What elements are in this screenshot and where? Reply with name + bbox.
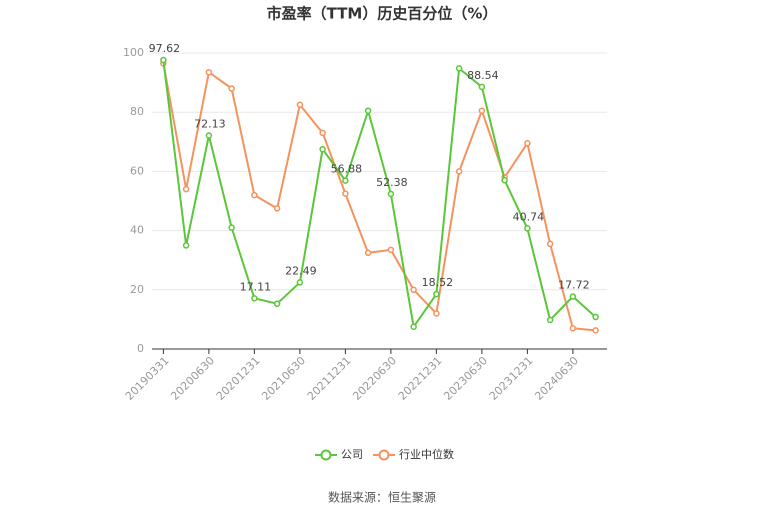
legend-label: 公司 (341, 448, 363, 461)
x-tick-label: 20240630 (532, 354, 581, 403)
data-label: 17.72 (558, 279, 590, 292)
data-label: 88.54 (467, 69, 499, 82)
point (546, 316, 554, 324)
data-label: 97.62 (149, 42, 181, 55)
point (228, 224, 235, 231)
point (205, 132, 213, 139)
point (182, 242, 190, 249)
chart-title: 市盈率（TTM）历史百分位（%） (267, 5, 498, 23)
point (524, 140, 531, 147)
point (273, 300, 281, 307)
x-tick-label: 20200630 (168, 354, 217, 403)
point (342, 190, 349, 197)
x-tick-label: 20190331 (123, 354, 172, 403)
x-tick-label: 20210630 (259, 354, 308, 403)
point (410, 286, 417, 294)
data-label: 40.74 (513, 210, 545, 223)
x-tick-label: 20201231 (214, 354, 263, 403)
data-label: 18.52 (422, 276, 454, 289)
point (251, 191, 258, 199)
x-tick-label: 20231231 (487, 354, 536, 403)
point (296, 279, 304, 286)
point (319, 129, 326, 137)
point (387, 246, 395, 254)
point (455, 168, 463, 175)
y-tick-label: 40 (130, 224, 144, 237)
point (478, 83, 486, 91)
point (205, 68, 213, 76)
x-tick-label: 20221231 (396, 354, 445, 403)
point (433, 290, 440, 298)
x-tick-label: 20230630 (441, 354, 490, 403)
point (569, 325, 577, 332)
legend-marker (378, 449, 390, 461)
series-line (162, 63, 596, 332)
point (546, 240, 554, 248)
point (160, 56, 167, 64)
legend-marker (320, 449, 332, 461)
point (387, 190, 395, 198)
point (478, 107, 486, 114)
data-label: 22.49 (285, 264, 317, 277)
point (455, 65, 463, 72)
point (182, 185, 190, 193)
point (319, 145, 326, 153)
y-tick-label: 100 (123, 46, 144, 59)
data-label: 72.13 (194, 117, 226, 130)
point (273, 205, 281, 212)
point (592, 313, 599, 321)
point (364, 107, 372, 114)
data-label: 52.38 (376, 176, 408, 189)
point (251, 295, 258, 302)
x-tick-label: 20220630 (350, 354, 399, 403)
data-label: 17.11 (240, 280, 272, 293)
y-tick-label: 80 (130, 105, 144, 118)
point (433, 310, 440, 317)
x-tick-label: 20211231 (305, 354, 354, 403)
y-tick-label: 20 (130, 283, 144, 296)
source: 数据来源：恒生聚源 (328, 490, 436, 505)
y-tick-label: 0 (137, 342, 144, 355)
data-label: 56.88 (331, 163, 363, 176)
point (592, 327, 599, 334)
legend-label: 行业中位数 (399, 447, 454, 461)
point (410, 323, 417, 331)
point (228, 85, 235, 92)
point (524, 225, 531, 232)
point (364, 249, 372, 257)
point (569, 293, 577, 300)
point (501, 177, 508, 184)
point (296, 101, 304, 109)
series-line (162, 59, 597, 330)
y-tick-label: 60 (130, 164, 144, 177)
point (342, 177, 349, 184)
